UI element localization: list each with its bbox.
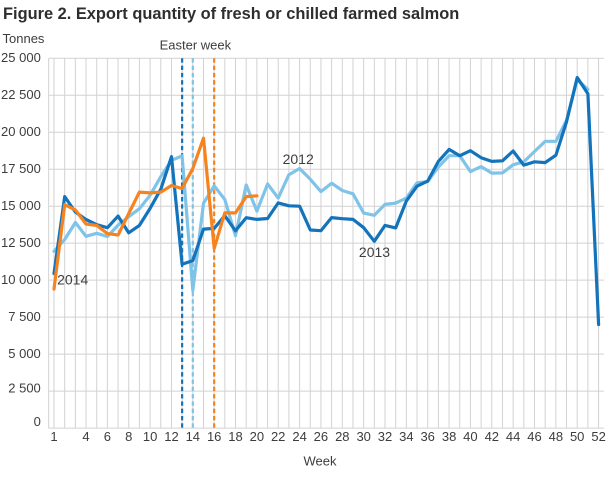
svg-text:0: 0: [34, 414, 41, 429]
svg-text:7 500: 7 500: [8, 309, 41, 324]
svg-text:36: 36: [420, 429, 434, 444]
svg-text:20: 20: [250, 429, 264, 444]
svg-text:10: 10: [143, 429, 157, 444]
svg-text:2013: 2013: [359, 244, 390, 260]
svg-text:25 000: 25 000: [1, 50, 41, 65]
svg-text:Figure 2. Export quantity of f: Figure 2. Export quantity of fresh or ch…: [3, 5, 459, 23]
svg-text:12: 12: [164, 429, 178, 444]
svg-text:15 000: 15 000: [1, 198, 41, 213]
svg-text:12 500: 12 500: [1, 235, 41, 250]
svg-text:14: 14: [186, 429, 200, 444]
svg-text:52: 52: [591, 429, 605, 444]
svg-text:38: 38: [442, 429, 456, 444]
svg-text:22: 22: [271, 429, 285, 444]
svg-text:2012: 2012: [283, 151, 314, 167]
svg-text:30: 30: [356, 429, 370, 444]
svg-text:10 000: 10 000: [1, 272, 41, 287]
svg-text:8: 8: [125, 429, 132, 444]
svg-text:44: 44: [506, 429, 520, 444]
svg-text:Week: Week: [304, 454, 337, 469]
svg-text:2 500: 2 500: [8, 381, 41, 396]
svg-text:46: 46: [527, 429, 541, 444]
svg-text:22 500: 22 500: [1, 87, 41, 102]
svg-text:42: 42: [485, 429, 499, 444]
svg-text:Easter week: Easter week: [160, 37, 232, 52]
svg-text:28: 28: [335, 429, 349, 444]
svg-text:20 000: 20 000: [1, 124, 41, 139]
svg-text:40: 40: [463, 429, 477, 444]
svg-text:4: 4: [82, 429, 89, 444]
svg-text:50: 50: [570, 429, 584, 444]
svg-text:5 000: 5 000: [8, 346, 41, 361]
svg-text:32: 32: [378, 429, 392, 444]
svg-text:Tonnes: Tonnes: [3, 31, 45, 46]
svg-text:18: 18: [228, 429, 242, 444]
svg-text:34: 34: [399, 429, 413, 444]
svg-text:24: 24: [292, 429, 306, 444]
svg-text:48: 48: [549, 429, 563, 444]
svg-text:17 500: 17 500: [1, 161, 41, 176]
svg-text:6: 6: [104, 429, 111, 444]
svg-text:26: 26: [314, 429, 328, 444]
svg-text:1: 1: [50, 429, 57, 444]
svg-text:16: 16: [207, 429, 221, 444]
svg-text:2014: 2014: [57, 272, 88, 288]
